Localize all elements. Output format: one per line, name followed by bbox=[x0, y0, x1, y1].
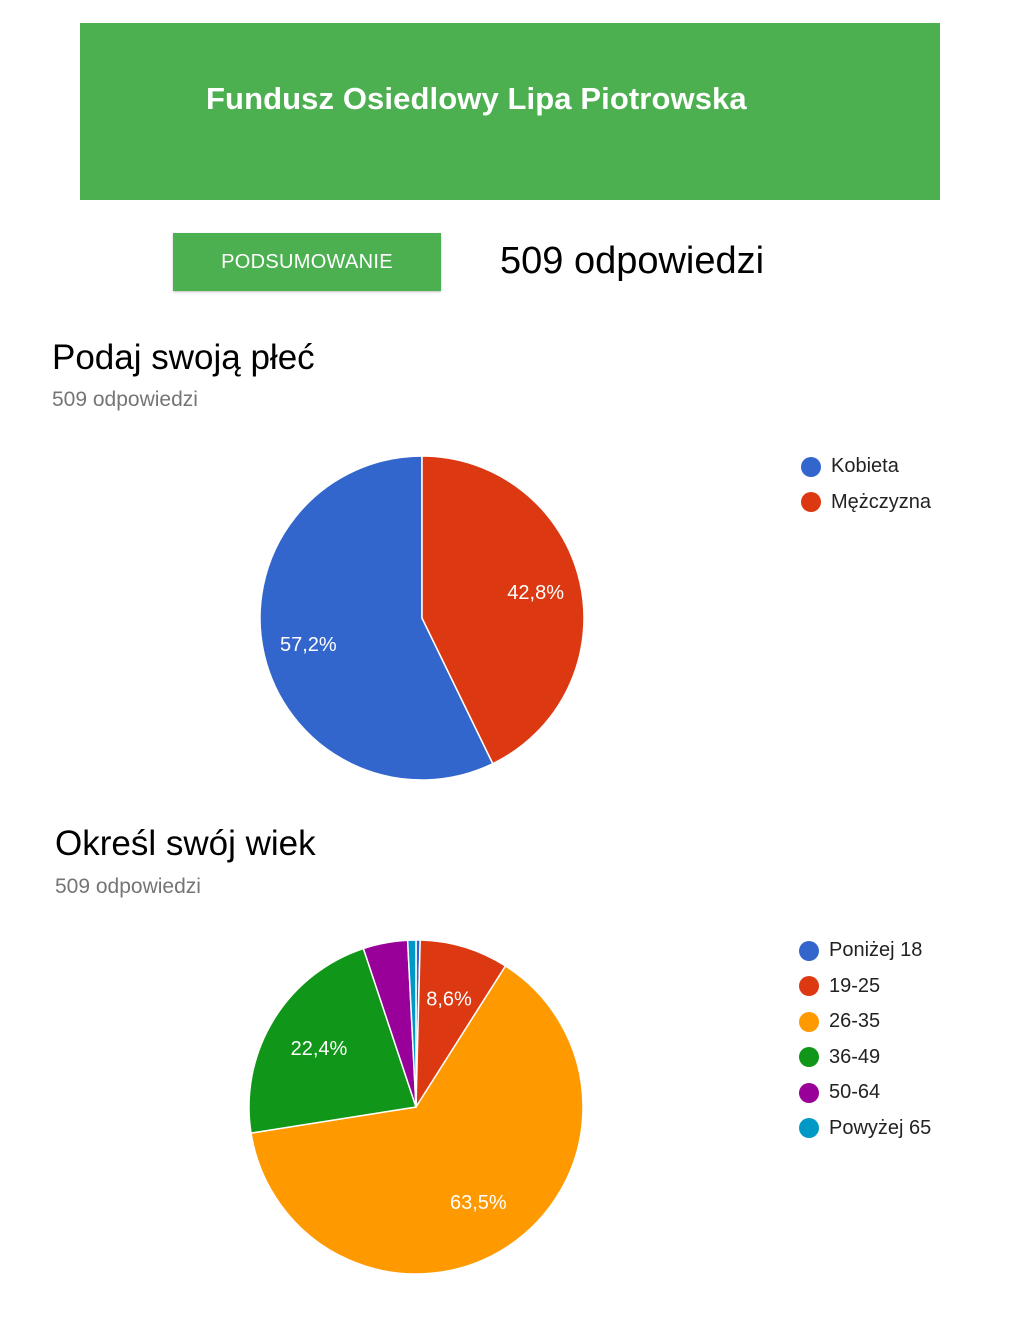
legend-item-36-49[interactable]: 36-49 bbox=[799, 1040, 931, 1076]
question-responses-gender: 509 odpowiedzi bbox=[52, 388, 198, 411]
slice-label-kobieta: 57,2% bbox=[280, 634, 337, 656]
pie-slice-36-49[interactable] bbox=[248, 947, 417, 1134]
pie-slice-mężczyzna[interactable] bbox=[421, 455, 585, 765]
form-title: Fundusz Osiedlowy Lipa Piotrowska bbox=[206, 81, 747, 116]
legend-label: Mężczyzna bbox=[831, 490, 932, 513]
legend-item-powyżej-65[interactable]: Powyżej 65 bbox=[799, 1111, 931, 1147]
slice-label-36-49: 22,4% bbox=[291, 1038, 348, 1060]
tab-summary[interactable]: PODSUMOWANIE bbox=[173, 233, 441, 291]
pie-slice-19-25[interactable] bbox=[415, 939, 507, 1110]
slice-label-26-35: 63,5% bbox=[450, 1192, 507, 1214]
total-responses: 509 odpowiedzi bbox=[500, 240, 765, 282]
pie-slice-powyżej-65[interactable] bbox=[406, 939, 417, 1108]
legend-label: 50-64 bbox=[829, 1081, 881, 1104]
legend-gender: Kobieta Mężczyzna bbox=[801, 449, 931, 520]
legend-item-26-35[interactable]: 26-35 bbox=[799, 1004, 931, 1040]
question-responses-age: 509 odpowiedzi bbox=[55, 875, 201, 898]
pie-slice-kobieta[interactable] bbox=[259, 455, 494, 781]
legend-dot-icon bbox=[801, 456, 821, 477]
legend-item-19-25[interactable]: 19-25 bbox=[799, 969, 931, 1005]
legend-dot-icon bbox=[799, 1118, 819, 1139]
legend-item-poniżej-18[interactable]: Poniżej 18 bbox=[799, 933, 931, 969]
pie-chart-age: 8,6% 63,5% 22,4% bbox=[248, 939, 584, 1275]
legend-age: Poniżej 18 19-25 26-35 36-49 50-64 Powyżej 65 bbox=[799, 933, 931, 1146]
legend-dot-icon bbox=[799, 1047, 819, 1068]
legend-dot-icon bbox=[801, 492, 821, 513]
legend-label: 19-25 bbox=[829, 974, 881, 997]
legend-label: Powyżej 65 bbox=[829, 1116, 932, 1139]
legend-label: 26-35 bbox=[829, 1010, 881, 1033]
legend-label: Kobieta bbox=[831, 455, 899, 478]
legend-label: Poniżej 18 bbox=[829, 939, 923, 962]
legend-item-mężczyzna[interactable]: Mężczyzna bbox=[801, 485, 931, 521]
form-header: Fundusz Osiedlowy Lipa Piotrowska bbox=[80, 23, 940, 200]
question-title-gender: Podaj swoją płeć bbox=[52, 338, 315, 377]
pie-slice-26-35[interactable] bbox=[250, 964, 584, 1275]
legend-dot-icon bbox=[799, 1011, 819, 1032]
legend-item-50-64[interactable]: 50-64 bbox=[799, 1075, 931, 1111]
pie-chart-gender: 57,2% 42,8% bbox=[259, 455, 585, 781]
legend-item-kobieta[interactable]: Kobieta bbox=[801, 449, 931, 485]
legend-dot-icon bbox=[799, 976, 819, 997]
slice-label-mężczyzna: 42,8% bbox=[507, 582, 564, 604]
legend-dot-icon bbox=[799, 940, 819, 961]
legend-label: 36-49 bbox=[829, 1045, 881, 1068]
slice-label-19-25: 8,6% bbox=[426, 988, 472, 1010]
question-title-age: Określ swój wiek bbox=[55, 824, 316, 863]
legend-dot-icon bbox=[799, 1082, 819, 1103]
